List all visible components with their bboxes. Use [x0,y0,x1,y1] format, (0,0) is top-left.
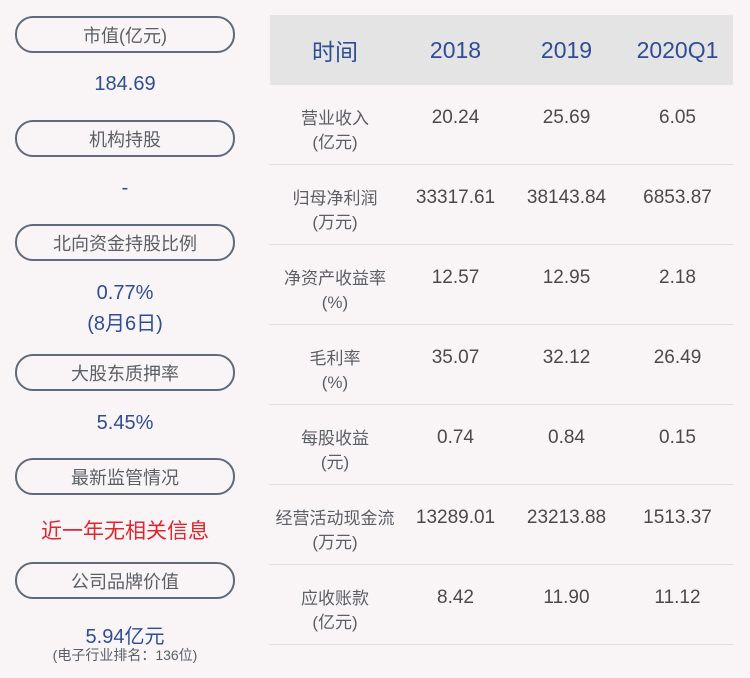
header-2020q1: 2020Q1 [636,36,719,63]
financial-table: 时间 2018 2019 2020Q1 营业收入 (亿元) 20.24 25.69… [270,15,733,645]
cell: 35.07 [431,347,480,368]
row-label: 每股收益 [301,429,369,448]
row-unit: (亿元) [312,133,358,152]
regulatory-status-label: 最新监管情况 [15,458,235,495]
table-row: 应收账款 (亿元) 8.42 11.90 11.12 [270,565,733,645]
cell: 0.15 [659,427,696,448]
brand-value-value: 5.94亿元 [85,626,165,648]
cell: 0.84 [548,427,585,448]
cell: 32.12 [542,347,591,368]
row-unit: (亿元) [312,613,358,632]
row-label: 净资产收益率 [284,269,386,288]
market-cap-label: 市值(亿元) [15,16,235,53]
institutional-holding-label: 机构持股 [15,120,235,157]
cell: 6853.87 [643,187,712,208]
row-label: 营业收入 [301,109,369,128]
northbound-ratio-value: 0.77% [96,282,154,304]
cell: 38143.84 [526,187,607,208]
northbound-ratio-date: (8月6日) [87,313,163,335]
row-unit: (元) [320,453,350,472]
market-cap-value: 184.69 [94,73,156,95]
table-row: 毛利率 (%) 35.07 32.12 26.49 [270,325,733,405]
header-time: 时间 [312,39,358,65]
cell: 26.49 [653,347,702,368]
cell: 13289.01 [415,507,496,528]
brand-value-rank: (电子行业排名：136位) [52,647,198,663]
pledge-ratio-label: 大股东质押率 [15,354,235,391]
cell: 12.57 [431,267,480,288]
table-header: 时间 2018 2019 2020Q1 [270,15,733,85]
cell: 20.24 [431,107,480,128]
row-label: 应收账款 [301,589,369,608]
cell: 8.42 [437,587,474,608]
cell: 25.69 [542,107,591,128]
row-unit: (%) [321,373,349,392]
cell: 6.05 [659,107,696,128]
cell: 11.12 [654,587,701,608]
header-2019: 2019 [540,36,593,63]
row-unit: (万元) [312,533,358,552]
northbound-ratio-label: 北向资金持股比例 [15,224,235,261]
cell: 0.74 [437,427,474,448]
table-row: 归母净利润 (万元) 33317.61 38143.84 6853.87 [270,165,733,245]
brand-value-label: 公司品牌价值 [15,562,235,599]
header-2018: 2018 [429,36,482,63]
cell: 2.18 [659,267,696,288]
row-label: 毛利率 [309,349,361,368]
cell: 1513.37 [643,507,712,528]
institutional-holding-value: - [121,177,129,199]
cell: 23213.88 [526,507,607,528]
table-row: 营业收入 (亿元) 20.24 25.69 6.05 [270,85,733,165]
cell: 12.95 [542,267,591,288]
cell: 11.90 [543,587,590,608]
row-label: 经营活动现金流 [275,509,395,528]
pledge-ratio-value: 5.45% [96,412,154,434]
table-row: 每股收益 (元) 0.74 0.84 0.15 [270,405,733,485]
regulatory-status-value: 近一年无相关信息 [41,520,209,543]
table-row: 净资产收益率 (%) 12.57 12.95 2.18 [270,245,733,325]
row-label: 归母净利润 [292,189,378,208]
cell: 33317.61 [415,187,496,208]
row-unit: (%) [321,293,349,312]
table-row: 经营活动现金流 (万元) 13289.01 23213.88 1513.37 [270,485,733,565]
row-unit: (万元) [312,213,358,232]
